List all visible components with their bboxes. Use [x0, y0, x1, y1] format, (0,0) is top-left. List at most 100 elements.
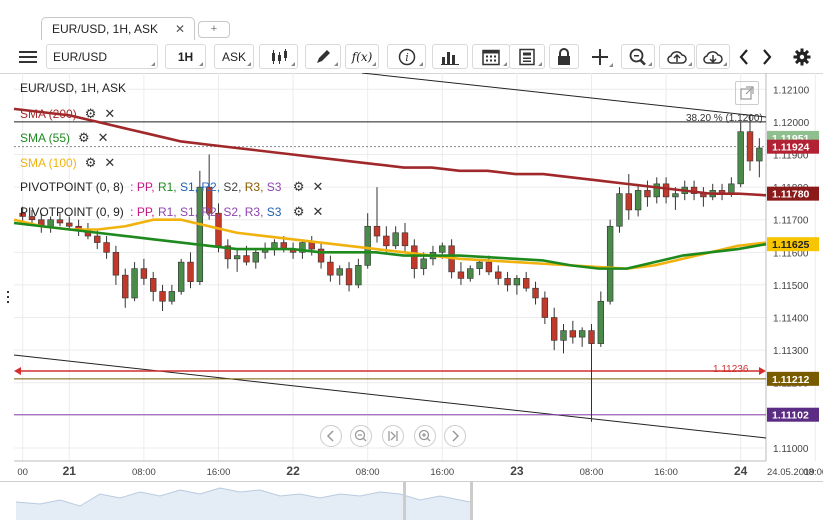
candle-body: [233, 255, 241, 260]
legend-pivot-8[interactable]: PIVOTPOINT (0, 8) : PP, R1, S1, R2, S2, …: [20, 179, 323, 195]
candle-body: [327, 261, 334, 276]
magnifier-icon: [629, 48, 646, 66]
pivot-s3: S3: [266, 205, 282, 219]
price-badge-label: 1.11102: [772, 410, 809, 422]
svg-text:i: i: [405, 51, 409, 64]
legend-sma-55[interactable]: SMA (55) ⚙ ✕: [20, 130, 109, 146]
side-select[interactable]: ASK: [214, 44, 254, 69]
time-tick-label: 21: [63, 464, 77, 478]
lock-button[interactable]: [549, 44, 579, 69]
news-button[interactable]: [509, 44, 545, 69]
gear-icon[interactable]: ⚙: [84, 155, 97, 170]
arrow-left-icon: [14, 367, 21, 376]
chart-type-button[interactable]: [259, 44, 298, 69]
time-tick-label: 00: [17, 467, 28, 478]
info-button[interactable]: i: [387, 44, 426, 69]
candle-body: [345, 268, 353, 286]
period-select-value: 1H: [177, 50, 194, 64]
time-tick-label: 16:00: [654, 467, 678, 478]
scroll-left-button[interactable]: [734, 44, 754, 69]
candle-body: [616, 193, 623, 227]
download-button[interactable]: [696, 44, 730, 69]
period-select[interactable]: 1H: [165, 44, 206, 69]
candle-body: [205, 186, 213, 214]
chart-tab[interactable]: EUR/USD, 1H, ASK ✕: [41, 17, 195, 41]
popout-button[interactable]: [735, 81, 759, 105]
sma-100-line: [13, 218, 767, 270]
navigator-sparkline: [15, 482, 473, 520]
trend-lines: [13, 72, 767, 439]
close-icon[interactable]: ✕: [97, 130, 109, 145]
pivot-r1: R1,: [157, 205, 177, 219]
candle-body: [122, 274, 129, 299]
time-tick-label: 08:00: [803, 467, 823, 478]
pivot-s1: S1,: [180, 205, 199, 219]
pan-right-button[interactable]: [444, 425, 466, 447]
chevron-right-icon: [452, 430, 460, 442]
hamburger-menu-icon[interactable]: [14, 44, 42, 69]
candle-body: [439, 245, 446, 253]
drag-handle-icon[interactable]: [6, 291, 10, 305]
close-icon[interactable]: ✕: [312, 179, 324, 194]
candle-body: [495, 271, 502, 279]
price-tick-label: 1.11400: [773, 314, 809, 325]
gear-icon[interactable]: ⚙: [84, 106, 97, 121]
candle-body: [383, 235, 390, 247]
candle-body: [467, 268, 474, 279]
candles: [19, 115, 763, 422]
price-tick-label: 1.11500: [773, 281, 809, 292]
settings-button[interactable]: [788, 44, 816, 69]
pivot-s1: S1,: [180, 180, 199, 194]
legend-pivot-9[interactable]: PIVOTPOINT (0, 9) : PP, R1, S1, R2, S2, …: [20, 204, 323, 220]
zoom-out-button[interactable]: [350, 425, 372, 447]
fit-icon: [388, 431, 398, 441]
zoom-button[interactable]: [621, 44, 655, 69]
upload-button[interactable]: [659, 44, 695, 69]
candle-body: [523, 278, 530, 289]
new-tab-button[interactable]: +: [198, 21, 230, 38]
legend-sma-55-label: SMA (55): [20, 131, 71, 145]
legend-sma-100[interactable]: SMA (100) ⚙ ✕: [20, 155, 115, 171]
candle-body: [662, 183, 670, 198]
pan-left-button[interactable]: [320, 425, 342, 447]
indicators-button[interactable]: f(x): [345, 44, 379, 69]
navigator[interactable]: [0, 481, 823, 520]
candle-body: [252, 252, 259, 263]
time-tick-label: 24: [734, 464, 748, 478]
pivot-r1: R1,: [157, 180, 177, 194]
close-icon[interactable]: ✕: [104, 155, 116, 170]
crosshair-button[interactable]: [585, 44, 615, 69]
pivot-r3: R3,: [244, 205, 264, 219]
legend-sma-100-label: SMA (100): [20, 156, 77, 170]
candle-body: [131, 268, 138, 299]
draw-tool-button[interactable]: [305, 44, 341, 69]
candle-body: [476, 261, 483, 269]
pivot-8-label: PIVOTPOINT (0, 8): [20, 180, 124, 194]
candle-body: [224, 245, 232, 260]
crosshair-icon: [592, 48, 608, 65]
gear-icon[interactable]: ⚙: [78, 130, 90, 145]
close-icon[interactable]: ✕: [104, 106, 116, 121]
legend-sma-200[interactable]: SMA (200) ⚙ ✕: [20, 106, 115, 122]
zoom-in-button[interactable]: [414, 425, 436, 447]
gear-icon[interactable]: ⚙: [292, 204, 305, 219]
pivot-r3: R3,: [244, 180, 264, 194]
candle-body: [634, 190, 642, 211]
calendar-button[interactable]: [472, 44, 510, 69]
candle-body: [560, 330, 567, 341]
close-icon[interactable]: ✕: [312, 204, 324, 219]
candle-body: [746, 131, 754, 162]
price-badge: [767, 186, 819, 201]
volume-button[interactable]: [432, 44, 468, 69]
cloud-upload-icon: [667, 50, 687, 64]
sma-55-line: [13, 221, 767, 270]
scroll-right-button[interactable]: [757, 44, 777, 69]
close-tab-icon[interactable]: ✕: [174, 22, 185, 36]
chart-area[interactable]: 1.121001.120001.119001.118001.117001.116…: [0, 72, 823, 481]
reset-zoom-button[interactable]: [382, 425, 404, 447]
info-icon: i: [398, 48, 415, 65]
candle-body: [364, 225, 371, 266]
price-chart[interactable]: 1.121001.120001.119001.118001.117001.116…: [0, 72, 823, 481]
symbol-select[interactable]: EUR/USD: [46, 44, 158, 69]
gear-icon[interactable]: ⚙: [292, 179, 305, 194]
